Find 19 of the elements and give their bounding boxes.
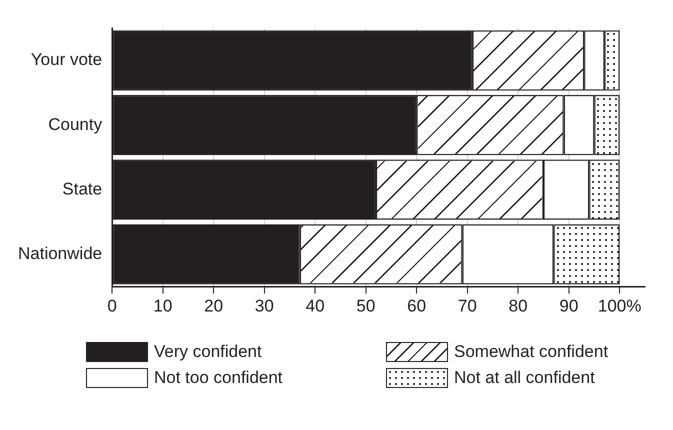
x-tick-label: 50 <box>356 296 376 316</box>
x-tick-label: 0 <box>107 296 117 316</box>
legend-label: Not at all confident <box>454 368 595 388</box>
x-tick-label: 60 <box>407 296 426 316</box>
y-tick-label: State <box>62 179 102 198</box>
x-tick-label: 20 <box>204 296 224 316</box>
legend-label: Somewhat confident <box>454 342 608 362</box>
x-tick-label: 90 <box>559 296 578 316</box>
x-tick-label: 100% <box>598 296 642 316</box>
y-tick-label: Your vote <box>30 50 102 70</box>
x-tick-label: 80 <box>508 296 528 316</box>
x-tick-label: 10 <box>153 296 172 316</box>
legend-label: Very confident <box>154 342 262 362</box>
x-tick-label: 70 <box>458 296 477 316</box>
x-tick-label: 40 <box>306 296 325 316</box>
legend-label: Not too confident <box>154 368 283 388</box>
y-tick-label: County <box>48 114 103 134</box>
y-tick-label: Nationwide <box>18 244 102 263</box>
x-tick-label: 30 <box>254 296 274 316</box>
